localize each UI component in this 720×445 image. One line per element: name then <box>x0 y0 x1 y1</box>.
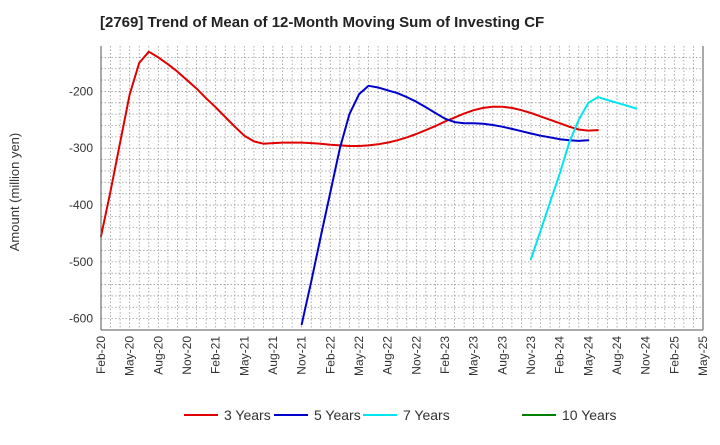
x-tick-label: May-24 <box>581 336 595 376</box>
legend-label: 7 Years <box>403 407 450 423</box>
x-tick-label: May-22 <box>352 336 366 376</box>
y-tick-label: -600 <box>69 312 93 326</box>
x-tick-label: Feb-23 <box>438 336 452 374</box>
x-tick-label: Aug-21 <box>266 336 280 375</box>
x-tick-label: Aug-22 <box>381 336 395 375</box>
x-tick-label: Feb-22 <box>323 336 337 374</box>
x-tick-label: Feb-20 <box>94 336 108 374</box>
x-tick-label: Aug-24 <box>610 336 624 375</box>
series-line-7-years <box>530 96 638 260</box>
legend-label: 10 Years <box>562 407 617 423</box>
x-tick-label: Nov-23 <box>524 336 538 375</box>
x-tick-label: May-25 <box>696 336 710 376</box>
x-tick-label: May-23 <box>467 336 481 376</box>
legend-label: 3 Years <box>224 407 271 423</box>
x-tick-label: Feb-21 <box>209 336 223 374</box>
x-tick-label: Nov-24 <box>639 336 653 375</box>
y-tick-label: -500 <box>69 255 93 269</box>
y-tick-label: -200 <box>69 84 93 98</box>
y-axis-label: Amount (million yen) <box>7 133 22 252</box>
x-tick-label: May-21 <box>237 336 251 376</box>
x-tick-label: Nov-22 <box>409 336 423 375</box>
legend-label: 5 Years <box>314 407 361 423</box>
plot-area <box>101 46 703 330</box>
y-tick-label: -400 <box>69 198 93 212</box>
series-line-3-years <box>100 50 599 238</box>
x-tick-label: Aug-20 <box>151 336 165 375</box>
x-tick-label: Feb-24 <box>553 336 567 374</box>
x-tick-label: Nov-20 <box>180 336 194 375</box>
chart-title: [2769] Trend of Mean of 12-Month Moving … <box>100 14 545 31</box>
x-tick-label: Feb-25 <box>667 336 681 374</box>
x-tick-label: Aug-23 <box>495 336 509 375</box>
x-tick-label: Nov-21 <box>295 336 309 375</box>
series-line-5-years <box>300 84 590 326</box>
y-tick-label: -300 <box>69 141 93 155</box>
x-tick-label: May-20 <box>123 336 137 376</box>
